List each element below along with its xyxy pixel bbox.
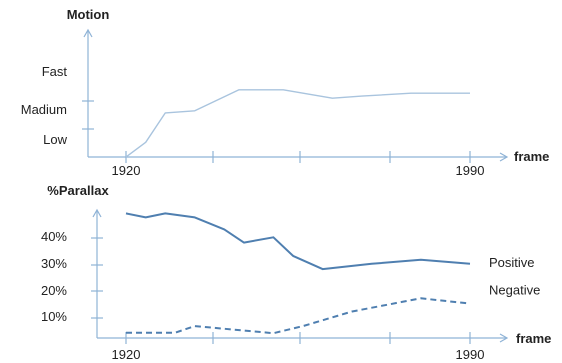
x-tick-label: 1990 (456, 347, 485, 362)
y-tick-label: 20% (41, 283, 67, 298)
negative-series-line (126, 297, 471, 335)
y-tick-label: 40% (41, 229, 67, 244)
parallax-chart: 10% 20% 30% 40% 1920 1990 %Parallax frame Positi… (41, 183, 551, 362)
y-tick-label: 10% (41, 309, 67, 324)
x-tick-label: 1990 (456, 163, 485, 178)
y-axis-label: %Parallax (47, 183, 109, 198)
motion-chart: Low Madium Fast 1920 1990 Motion frame (21, 7, 550, 178)
series-label-positive: Positive (489, 255, 535, 270)
y-axis-arrow (92, 208, 102, 218)
y-tick-label: Low (43, 132, 67, 147)
y-tick-label: 30% (41, 256, 67, 271)
y-axis-label: Motion (67, 7, 110, 22)
x-axis-arrow (499, 333, 509, 343)
x-axis-label: frame (514, 149, 549, 164)
x-axis-label: frame (516, 331, 551, 346)
positive-series-line (125, 212, 471, 271)
y-tick-label: Madium (21, 102, 67, 117)
motion-series-line (125, 89, 470, 158)
y-tick-label: Fast (42, 64, 68, 79)
x-axis-arrow (499, 152, 509, 162)
x-tick-label: 1920 (112, 163, 141, 178)
series-label-negative: Negative (489, 283, 540, 298)
x-tick-label: 1920 (112, 347, 141, 362)
y-axis-arrow (83, 28, 93, 38)
